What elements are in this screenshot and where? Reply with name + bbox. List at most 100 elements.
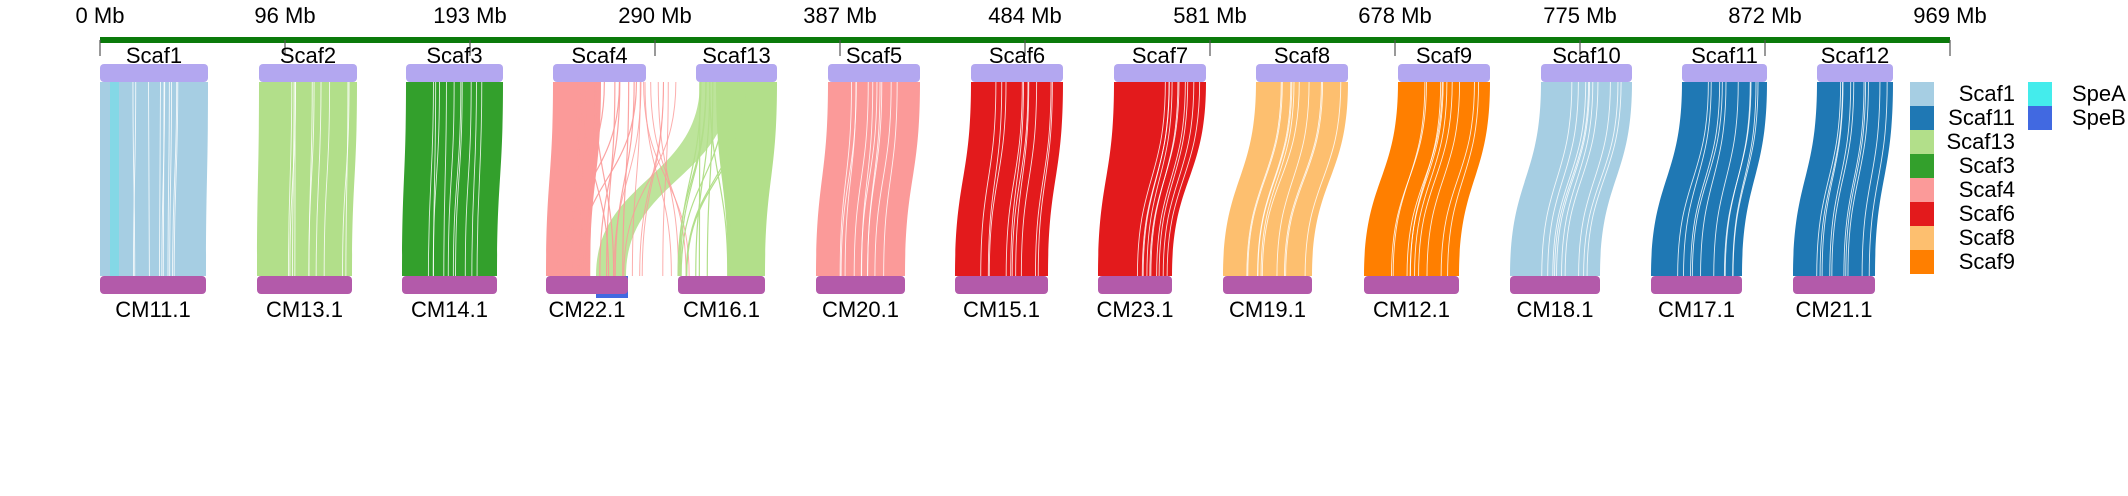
synteny-line (614, 81, 635, 277)
label-layer: Scaf1 CM11.1 Scaf2 CM13.1 Scaf3 CM14.1 Scaf4 CM… (100, 43, 1893, 322)
synteny-line (685, 81, 745, 277)
synteny-gap-line (161, 81, 166, 277)
legend-swatch (1910, 130, 1934, 154)
synteny-gap-line (1392, 81, 1426, 277)
synteny-line (623, 81, 677, 277)
synteny-gap-line (1005, 81, 1023, 277)
legend-swatch (1910, 226, 1934, 250)
synteny-gap-line (1847, 81, 1869, 277)
top-chromosome-bar (1114, 64, 1206, 82)
synteny-ribbon (816, 82, 920, 276)
ruler-tick-label: 96 Mb (254, 3, 315, 28)
synteny-gap-line (1578, 81, 1611, 277)
synteny-gap-line (1556, 81, 1590, 277)
ruler-tick-label: 387 Mb (803, 3, 876, 28)
top-chromosome-bar (259, 64, 357, 82)
synteny-gap-line (323, 81, 331, 277)
synteny-gap-line (1141, 81, 1170, 277)
synteny-block (955, 81, 1063, 277)
bottom-chromosome-label: CM15.1 (963, 297, 1040, 322)
legend-label: Scaf1 (1959, 81, 2015, 106)
synteny-gap-line (132, 81, 137, 277)
top-chromosome-label: Scaf12 (1821, 43, 1890, 68)
synteny-gap-line (1261, 81, 1300, 277)
synteny-line (644, 81, 672, 277)
synteny-gap-line (980, 81, 997, 277)
top-chromosome-bar (696, 64, 777, 82)
ruler-tick-label: 969 Mb (1913, 3, 1986, 28)
ribbon-layer (100, 81, 1893, 277)
bottom-chromosome-bar (1364, 276, 1459, 294)
synteny-gap-line (988, 81, 1007, 277)
synteny-gap-line (1690, 81, 1721, 277)
top-chromosome-bar (1398, 64, 1490, 82)
top-chromosome-bar (406, 64, 503, 82)
synteny-gap-line (452, 81, 462, 277)
synteny-gap-line (874, 81, 892, 277)
bottom-chromosome-bar (257, 276, 352, 294)
synteny-gap-line (169, 81, 173, 277)
bottom-chromosome-label: CM23.1 (1096, 297, 1173, 322)
synteny-line (556, 81, 605, 277)
bottom-chromosome-label: CM18.1 (1516, 297, 1593, 322)
synteny-line (622, 81, 630, 277)
synteny-gap-line (1260, 81, 1295, 277)
synteny-line (641, 81, 664, 277)
synteny-gap-line (1011, 81, 1029, 277)
synteny-gap-line (1304, 81, 1342, 277)
synteny-block (1510, 81, 1632, 277)
synteny-gap-line (158, 81, 161, 277)
bottom-chromosome-bar (546, 276, 628, 294)
synteny-gap-line (1015, 81, 1030, 277)
synteny-gap-line (345, 81, 349, 277)
synteny-gap-line (1285, 81, 1324, 277)
bottom-chromosome-label: CM22.1 (548, 297, 625, 322)
synteny-gap-line (1136, 81, 1166, 277)
top-chromosome-label: Scaf13 (702, 43, 771, 68)
synteny-block (1223, 81, 1348, 277)
bottom-chromosome-label: CM12.1 (1373, 297, 1450, 322)
synteny-ribbon (955, 82, 1063, 276)
top-chromosome-bar (828, 64, 920, 82)
synteny-gap-line (1447, 81, 1480, 277)
ruler-tick-label: 484 Mb (988, 3, 1061, 28)
synteny-line (585, 81, 597, 277)
ruler-tick-label: 581 Mb (1173, 3, 1246, 28)
synteny-gap-line (1414, 81, 1448, 277)
synteny-ribbon (257, 82, 357, 276)
synteny-gap-line (1158, 81, 1189, 277)
top-chromosome-bar (100, 64, 208, 82)
top-chromosome-bar (1256, 64, 1348, 82)
synteny-line (643, 81, 690, 277)
top-chromosome-label: Scaf8 (1274, 43, 1330, 68)
synteny-block (1364, 81, 1490, 277)
synteny-gap-line (1149, 81, 1180, 277)
synteny-gap-line (132, 81, 136, 277)
legend-label: Scaf6 (1959, 201, 2015, 226)
synteny-gap-line (1713, 81, 1739, 277)
synteny-block (100, 81, 208, 277)
synteny-gap-line (1816, 81, 1842, 277)
top-chromosome-bar (1541, 64, 1632, 82)
synteny-gap-line (1276, 81, 1310, 277)
synteny-line (677, 81, 707, 277)
synteny-line (576, 81, 584, 277)
synteny-block (1793, 81, 1893, 277)
synteny-gap-line (464, 81, 472, 277)
synteny-ribbon (1510, 82, 1632, 276)
synteny-block (1098, 81, 1206, 277)
synteny-gap-line (1247, 81, 1283, 277)
species-legend-label: SpeB (2072, 105, 2126, 130)
legend-label: Scaf3 (1959, 153, 2015, 178)
synteny-gap-line (447, 81, 455, 277)
synteny-gap-line (288, 81, 293, 277)
synteny-gap-line (342, 81, 350, 277)
synteny-gap-line (1845, 81, 1867, 277)
synteny-gap-line (1541, 81, 1573, 277)
legend-label: Scaf4 (1959, 177, 2015, 202)
synteny-block (816, 81, 920, 277)
species-legend-swatch (2028, 82, 2052, 106)
synteny-gap-line (1843, 81, 1865, 277)
synteny-gap-line (1829, 81, 1852, 277)
synteny-gap-line (1683, 81, 1712, 277)
